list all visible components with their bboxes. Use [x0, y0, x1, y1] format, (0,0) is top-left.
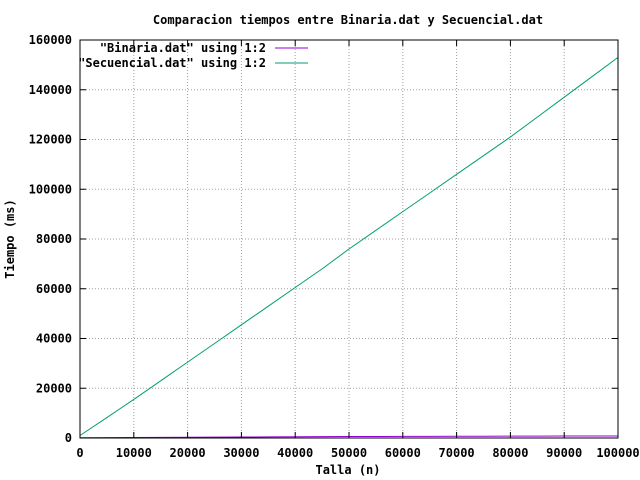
y-tick-label: 100000: [29, 182, 72, 196]
chart-title: Comparacion tiempos entre Binaria.dat y …: [153, 13, 543, 27]
y-tick-label: 120000: [29, 133, 72, 147]
y-tick-label: 80000: [36, 232, 72, 246]
x-tick-label: 30000: [223, 446, 259, 460]
x-tick-label: 70000: [439, 446, 475, 460]
y-tick-label: 140000: [29, 83, 72, 97]
x-tick-label: 80000: [492, 446, 528, 460]
x-tick-label: 0: [76, 446, 83, 460]
legend-label: "Binaria.dat" using 1:2: [100, 41, 266, 55]
x-tick-label: 100000: [596, 446, 639, 460]
y-tick-label: 160000: [29, 33, 72, 47]
x-tick-label: 40000: [277, 446, 313, 460]
legend-label: "Secuencial.dat" using 1:2: [78, 56, 266, 70]
y-tick-label: 60000: [36, 282, 72, 296]
legend: "Binaria.dat" using 1:2"Secuencial.dat" …: [78, 41, 308, 70]
series-line-secuencial: [79, 56, 619, 436]
x-tick-label: 90000: [546, 446, 582, 460]
y-tick-label: 40000: [36, 332, 72, 346]
x-tick-label: 10000: [116, 446, 152, 460]
x-tick-label: 60000: [385, 446, 421, 460]
x-tick-label: 50000: [331, 446, 367, 460]
grid: [80, 40, 618, 438]
x-axis-label: Talla (n): [315, 463, 380, 477]
y-tick-label: 0: [65, 431, 72, 445]
x-tick-label: 20000: [170, 446, 206, 460]
y-axis-label: Tiempo (ms): [3, 199, 17, 278]
y-tick-label: 20000: [36, 381, 72, 395]
axis-ticks: 0 10000 20000 30000 40000 50000 60000 70000 8000…: [29, 33, 640, 460]
